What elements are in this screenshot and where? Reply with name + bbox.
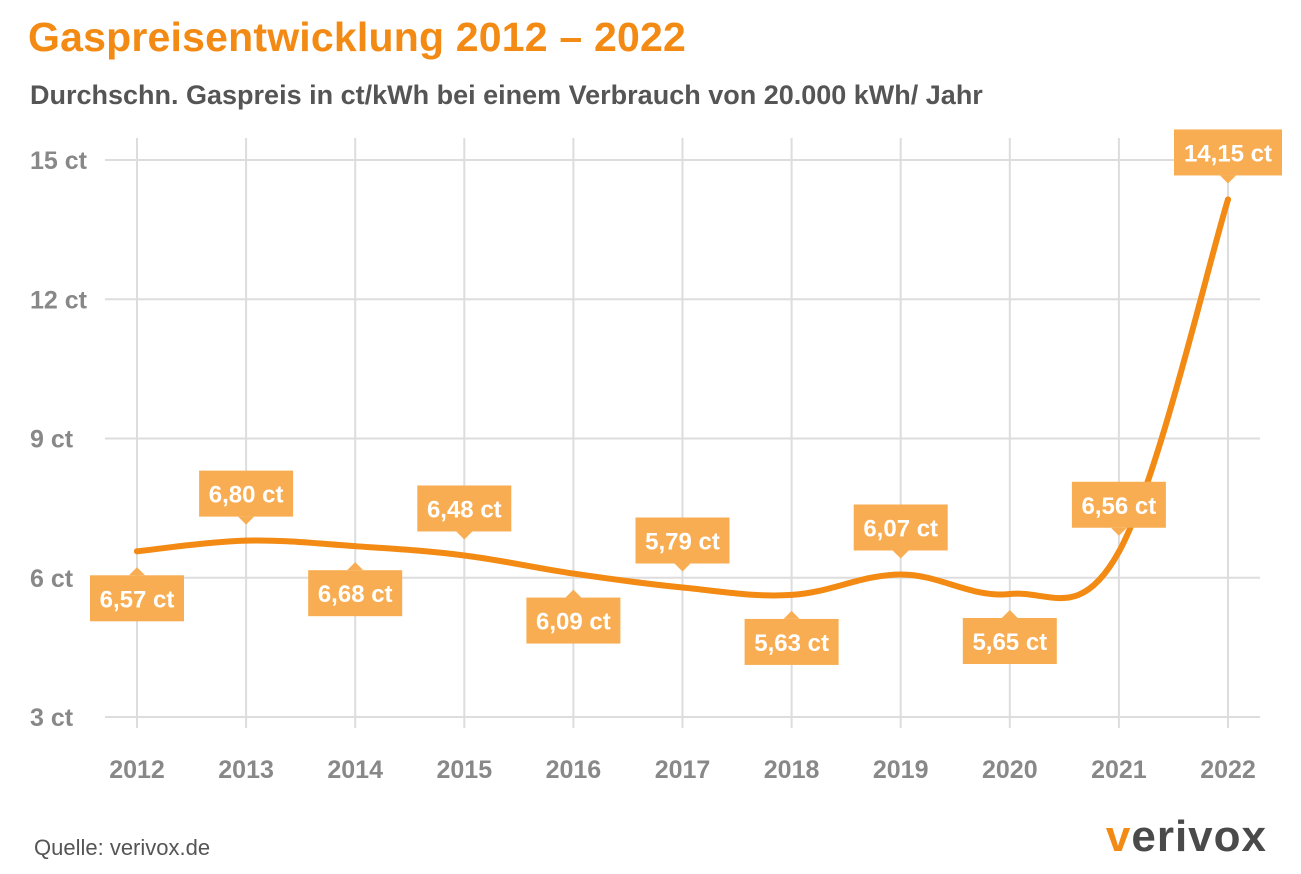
data-point [788,591,795,598]
data-label-pointer [129,567,145,576]
data-label-box [90,575,184,622]
data-label-text: 6,68 ct [318,581,393,608]
data-point [570,570,577,577]
x-tick-label: 2021 [1091,756,1147,784]
data-label-pointer [1110,527,1127,536]
data-label-text: 5,79 ct [645,528,720,555]
data-label-box [1174,129,1282,176]
data-label: 6,48 ct [417,485,512,540]
data-point [134,548,140,555]
data-label-text: 6,57 ct [100,586,175,613]
data-point [1006,590,1013,597]
data-label-box [1071,481,1166,528]
data-label: 6,57 ct [90,567,184,622]
data-point [897,571,904,578]
source-note: Quelle: verivox.de [34,835,211,860]
x-tick-label: 2013 [218,756,274,784]
x-tick-label: 2016 [546,756,602,784]
y-tick-label: 3 ct [30,704,74,732]
x-tick-label: 2014 [327,756,383,784]
data-label-text: 5,63 ct [754,630,829,657]
data-label-text: 6,56 ct [1082,493,1157,520]
data-label-text: 6,07 ct [863,516,938,543]
data-point [243,537,250,544]
data-point [352,543,359,550]
data-label-box [199,470,294,517]
data-point [1115,548,1122,555]
verivox-logo: verivox [1105,812,1267,861]
chart-title: Gaspreisentwicklung 2012 – 2022 [28,14,686,60]
x-tick-label: 2022 [1200,756,1256,784]
series-line [134,196,1231,602]
data-label-text: 6,48 ct [427,496,502,523]
data-label: 6,09 ct [526,589,621,644]
data-label-box [308,570,403,617]
data-label-box [635,517,730,564]
data-point [679,584,686,591]
data-label-pointer [1220,175,1236,184]
data-label: 5,63 ct [744,610,839,665]
chart-subtitle: Durchschn. Gaspreis in ct/kWh bei einem … [30,80,983,110]
data-label: 5,65 ct [962,609,1057,664]
data-point [1225,196,1231,203]
data-label: 5,79 ct [635,517,730,572]
y-tick-label: 6 ct [30,565,74,593]
data-label: 6,07 ct [853,504,948,559]
data-label-box [417,485,512,532]
data-label-pointer [456,531,473,540]
data-label: 6,80 ct [199,470,294,525]
x-tick-label: 2019 [873,756,929,784]
data-label-box [962,617,1057,664]
data-point [461,552,468,559]
y-tick-label: 9 ct [30,426,74,454]
data-label-pointer [1001,609,1018,618]
data-label-pointer [892,550,909,559]
data-label-box [853,504,948,551]
x-tick-label: 2017 [655,756,711,784]
data-label-box [526,597,621,644]
data-label-pointer [674,563,691,572]
data-label-text: 14,15 ct [1184,140,1272,167]
data-label-pointer [783,610,800,619]
y-tick-label: 15 ct [30,147,88,175]
x-tick-label: 2015 [436,756,492,784]
data-label: 6,56 ct [1071,481,1166,536]
data-label-text: 5,65 ct [972,629,1047,656]
data-label-text: 6,09 ct [536,609,611,636]
data-label-box [744,618,839,665]
x-tick-label: 2020 [982,756,1038,784]
x-tick-label: 2012 [109,756,165,784]
x-tick-label: 2018 [764,756,820,784]
y-tick-label: 12 ct [30,286,88,314]
data-label: 6,68 ct [308,562,403,617]
data-label-pointer [347,562,364,571]
data-label-pointer [565,589,582,598]
data-label: 14,15 ct [1174,129,1282,184]
data-label-text: 6,80 ct [209,482,284,509]
data-label-pointer [238,516,255,525]
